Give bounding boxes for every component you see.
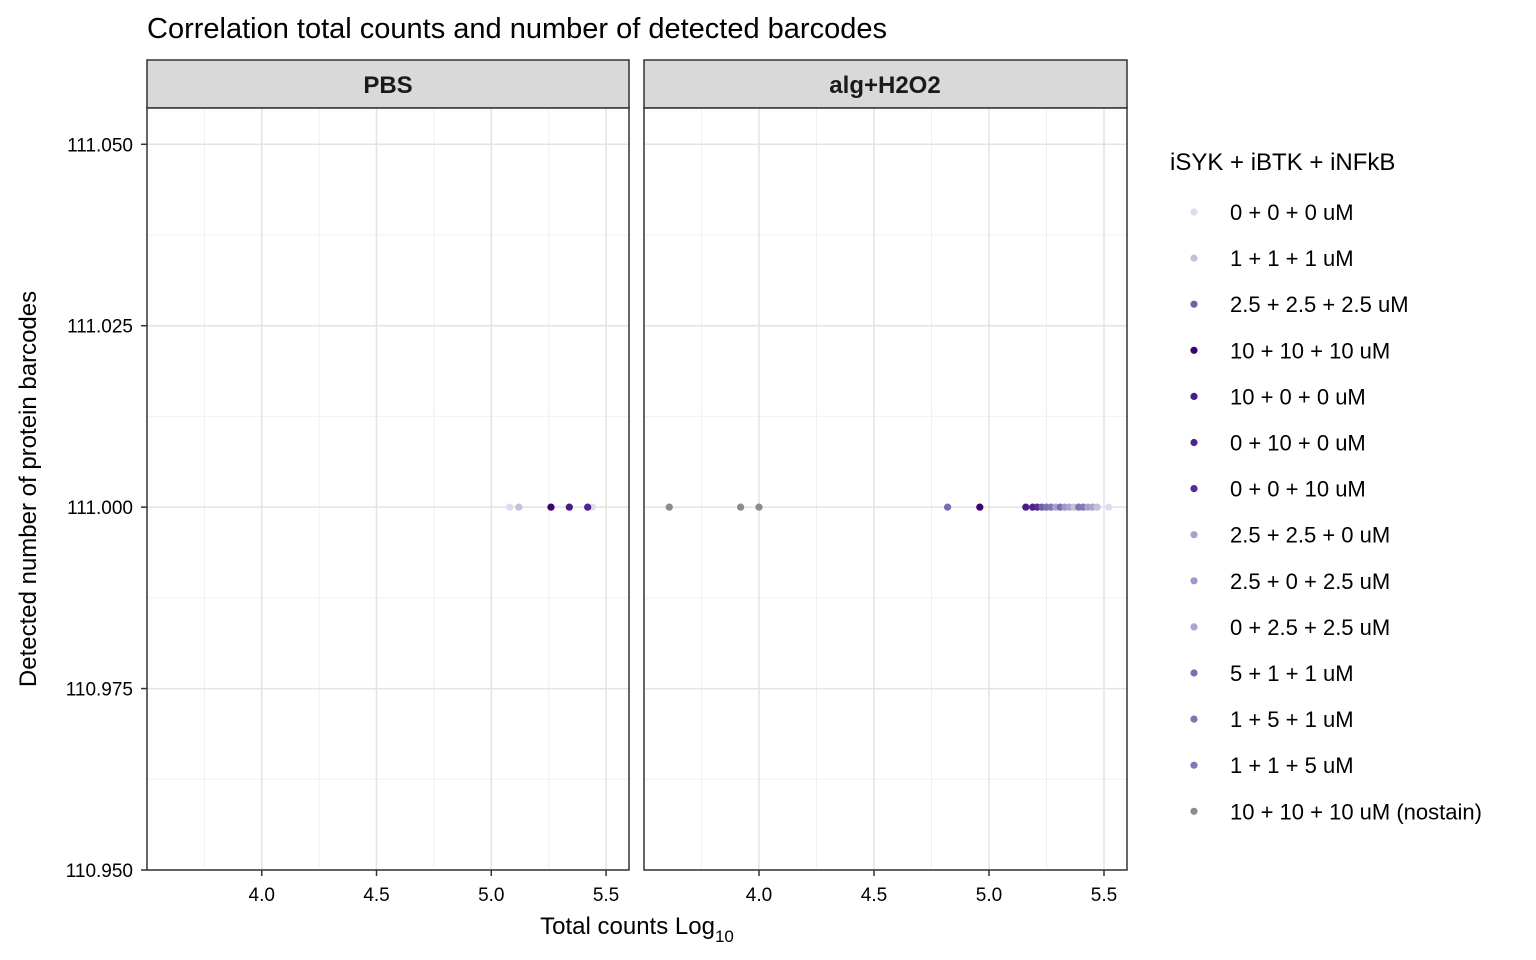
x-axis-title-main: Total counts Log [540,913,715,940]
legend-key [1190,577,1198,585]
x-tick-label: 5.5 [593,885,619,906]
x-tick-label: 5.0 [976,885,1002,906]
legend-key [1190,392,1198,400]
y-tick-label: 111.000 [67,498,133,519]
data-point [506,503,514,511]
legend-items: 0 + 0 + 0 uM 1 + 1 + 1 uM 2.5 + 2.5 + 2.5 … [1190,200,1482,824]
legend-key [1190,208,1198,216]
x-tick-label: 5.5 [1091,885,1117,906]
data-point [737,503,745,511]
legend-key [1190,761,1198,769]
legend-label: 0 + 10 + 0 uM [1230,431,1366,456]
strip-label-alg-h2o2: alg+H2O2 [829,72,940,99]
data-point [755,503,763,511]
x-axis-alg-h2o2: 4.0 4.5 5.0 5.5 [746,870,1117,906]
y-axis-title: Detected number of protein barcodes [15,291,42,687]
legend-key [1190,623,1198,631]
grid-alg-h2o2 [644,108,1127,871]
x-tick-label: 4.0 [746,885,772,906]
data-point [665,503,673,511]
legend-label: 10 + 0 + 0 uM [1230,384,1366,409]
points-pbs [506,503,596,511]
data-point [976,503,984,511]
legend-label: 5 + 1 + 1 uM [1230,661,1354,686]
strip-label-pbs: PBS [363,72,412,99]
x-axis-title-subscript: 10 [715,927,734,946]
legend-label: 2.5 + 0 + 2.5 uM [1230,569,1390,594]
x-tick-label: 4.5 [861,885,887,906]
data-point [1105,503,1113,511]
data-point [944,503,952,511]
chart-title: Correlation total counts and number of d… [147,13,887,45]
legend-key [1190,807,1198,815]
panel-alg-h2o2: alg+H2O2 [643,59,1128,871]
legend-label: 1 + 5 + 1 uM [1230,707,1354,732]
data-point [515,503,523,511]
legend: iSYK + iBTK + iNFkB 0 + 0 + 0 uM 1 + 1 + … [1170,149,1482,824]
legend-label: 0 + 2.5 + 2.5 uM [1230,615,1390,640]
legend-key [1190,300,1198,308]
legend-key [1190,531,1198,539]
legend-title: iSYK + iBTK + iNFkB [1170,149,1395,176]
x-axis-title: Total counts Log10 [540,913,734,946]
y-tick-label: 110.975 [66,680,133,701]
data-point [565,503,573,511]
legend-key [1190,346,1198,354]
y-tick-label: 111.050 [67,135,133,156]
plot-area-pbs [147,108,629,870]
x-axis-pbs: 4.0 4.5 5.0 5.5 [249,870,619,906]
plot-border-pbs [146,107,630,871]
panel-pbs: PBS [146,59,630,871]
legend-label: 2.5 + 2.5 + 0 uM [1230,523,1390,548]
data-point [1093,503,1101,511]
legend-key [1190,669,1198,677]
data-point [584,503,592,511]
x-tick-label: 4.5 [363,885,389,906]
points-alg-h2o2 [665,503,1113,511]
legend-key [1190,254,1198,262]
legend-label: 10 + 10 + 10 uM [1230,338,1390,363]
plot-area-alg-h2o2 [644,108,1127,870]
legend-label: 1 + 1 + 5 uM [1230,753,1354,778]
legend-key [1190,485,1198,493]
y-axis: 110.950 110.975 111.000 111.025 111.050 [66,135,147,882]
x-tick-label: 4.0 [249,885,275,906]
strip-alg-h2o2 [643,59,1128,109]
legend-key [1190,438,1198,447]
data-point [547,503,555,511]
x-tick-label: 5.0 [478,885,504,906]
strip-pbs [146,59,630,109]
legend-label: 10 + 10 + 10 uM (nostain) [1230,799,1482,824]
legend-label: 0 + 0 + 0 uM [1230,200,1354,225]
y-tick-label: 111.025 [67,317,133,338]
y-tick-label: 110.950 [66,861,133,882]
legend-label: 0 + 0 + 10 uM [1230,477,1366,502]
legend-key [1190,715,1198,723]
plot-border-alg-h2o2 [643,107,1128,871]
legend-label: 1 + 1 + 1 uM [1230,246,1354,271]
legend-label: 2.5 + 2.5 + 2.5 uM [1230,292,1409,317]
data-point [1022,503,1030,511]
